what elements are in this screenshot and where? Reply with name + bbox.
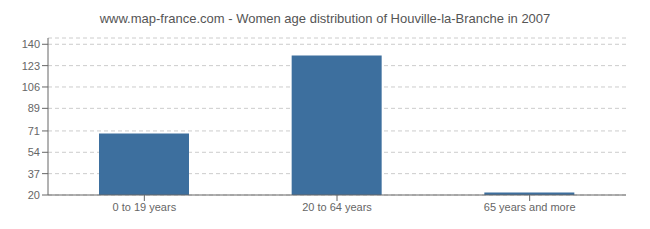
- svg-text:0 to 19 years: 0 to 19 years: [113, 201, 177, 213]
- svg-text:140: 140: [22, 38, 40, 50]
- html-text:www.map-france.com - Women age: www.map-france.com - Women age distribut…: [99, 11, 551, 26]
- svg-text:37: 37: [28, 168, 40, 180]
- svg-text:20: 20: [28, 189, 40, 201]
- svg-text:89: 89: [28, 102, 40, 114]
- svg-text:54: 54: [28, 146, 40, 158]
- svg-text:71: 71: [28, 125, 40, 137]
- svg-text:106: 106: [22, 81, 40, 93]
- svg-text:65 years and more: 65 years and more: [484, 201, 576, 213]
- svg-text:20 to 64 years: 20 to 64 years: [302, 201, 372, 213]
- svg-text:123: 123: [22, 60, 40, 72]
